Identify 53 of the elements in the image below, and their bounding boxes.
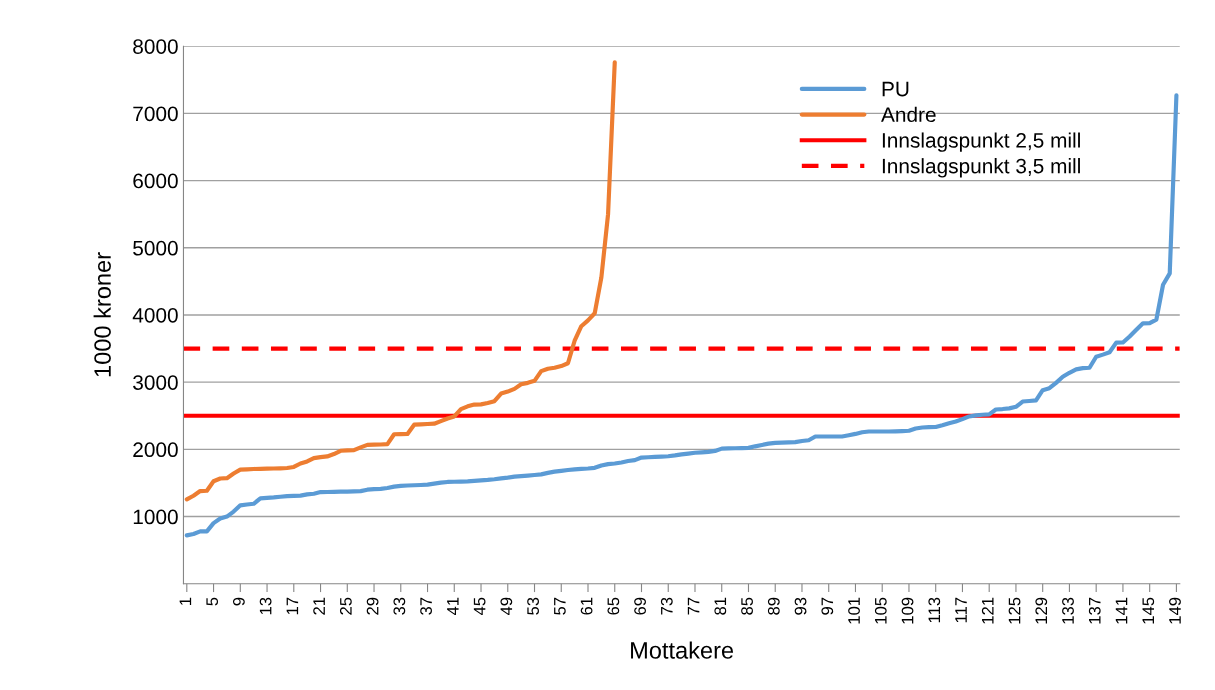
x-tick-label: 81 [714,597,727,615]
x-tick-label: 77 [687,597,700,615]
legend-label: Andre [881,106,936,123]
x-tick-label: 41 [447,597,459,616]
y-tick-label: 4000 [132,307,178,323]
y-tick-label: 5000 [133,240,178,256]
x-tick-label: 85 [741,597,753,615]
x-tick-label: 5 [206,597,219,606]
y-tick-label: 3000 [133,375,178,390]
x-axis-title: Mottakere [631,641,734,659]
y-tick-label: 1000 [133,509,178,525]
x-tick-label: 13 [259,597,272,615]
x-tick-label: 125 [1008,597,1021,624]
x-tick-label: 73 [660,597,673,615]
y-tick-label: 6000 [133,173,178,189]
x-tick-label: 21 [313,597,325,615]
x-tick-label: 141 [1115,597,1128,624]
x-tick-label: 105 [874,597,887,624]
x-tick-label: 17 [286,597,299,615]
y-axis-title: 1000 kroner [93,252,111,377]
x-tick-label: 61 [580,597,593,615]
y-tick-label: 7000 [133,106,178,122]
x-tick-label: 53 [527,597,539,615]
x-tick-label: 9 [232,597,245,606]
y-tick-label: 2000 [133,442,178,458]
x-tick-label: 145 [1142,597,1155,624]
x-tick-label: 1 [179,597,192,605]
legend-label: Innslagspunkt 3,5 mill [882,158,1080,178]
legend-label: PU [882,81,909,97]
x-tick-label: 133 [1062,597,1074,624]
x-tick-label: 137 [1088,597,1101,624]
x-tick-label: 37 [420,597,432,615]
line-series [184,60,617,502]
x-tick-label: 149 [1169,597,1181,624]
y-tick-label: 8000 [133,39,178,54]
x-tick-label: 29 [366,597,379,615]
x-tick-label: 25 [339,597,352,615]
x-tick-label: 121 [981,597,994,624]
x-tick-label: 129 [1035,597,1048,624]
x-tick-label: 109 [901,597,914,624]
x-tick-label: 65 [607,597,620,615]
x-tick-label: 57 [554,597,566,615]
x-tick-label: 97 [821,597,834,615]
x-tick-label: 89 [767,597,780,615]
x-tick-label: 45 [473,597,486,616]
x-tick-label: 117 [955,597,967,623]
x-tick-label: 69 [634,597,646,615]
x-tick-label: 113 [928,597,941,623]
x-tick-label: 33 [393,597,406,615]
legend-label: Innslagspunkt 2,5 mill [882,132,1080,152]
x-tick-label: 93 [794,597,807,615]
x-tick-label: 49 [500,597,513,616]
x-tick-label: 101 [848,597,860,624]
